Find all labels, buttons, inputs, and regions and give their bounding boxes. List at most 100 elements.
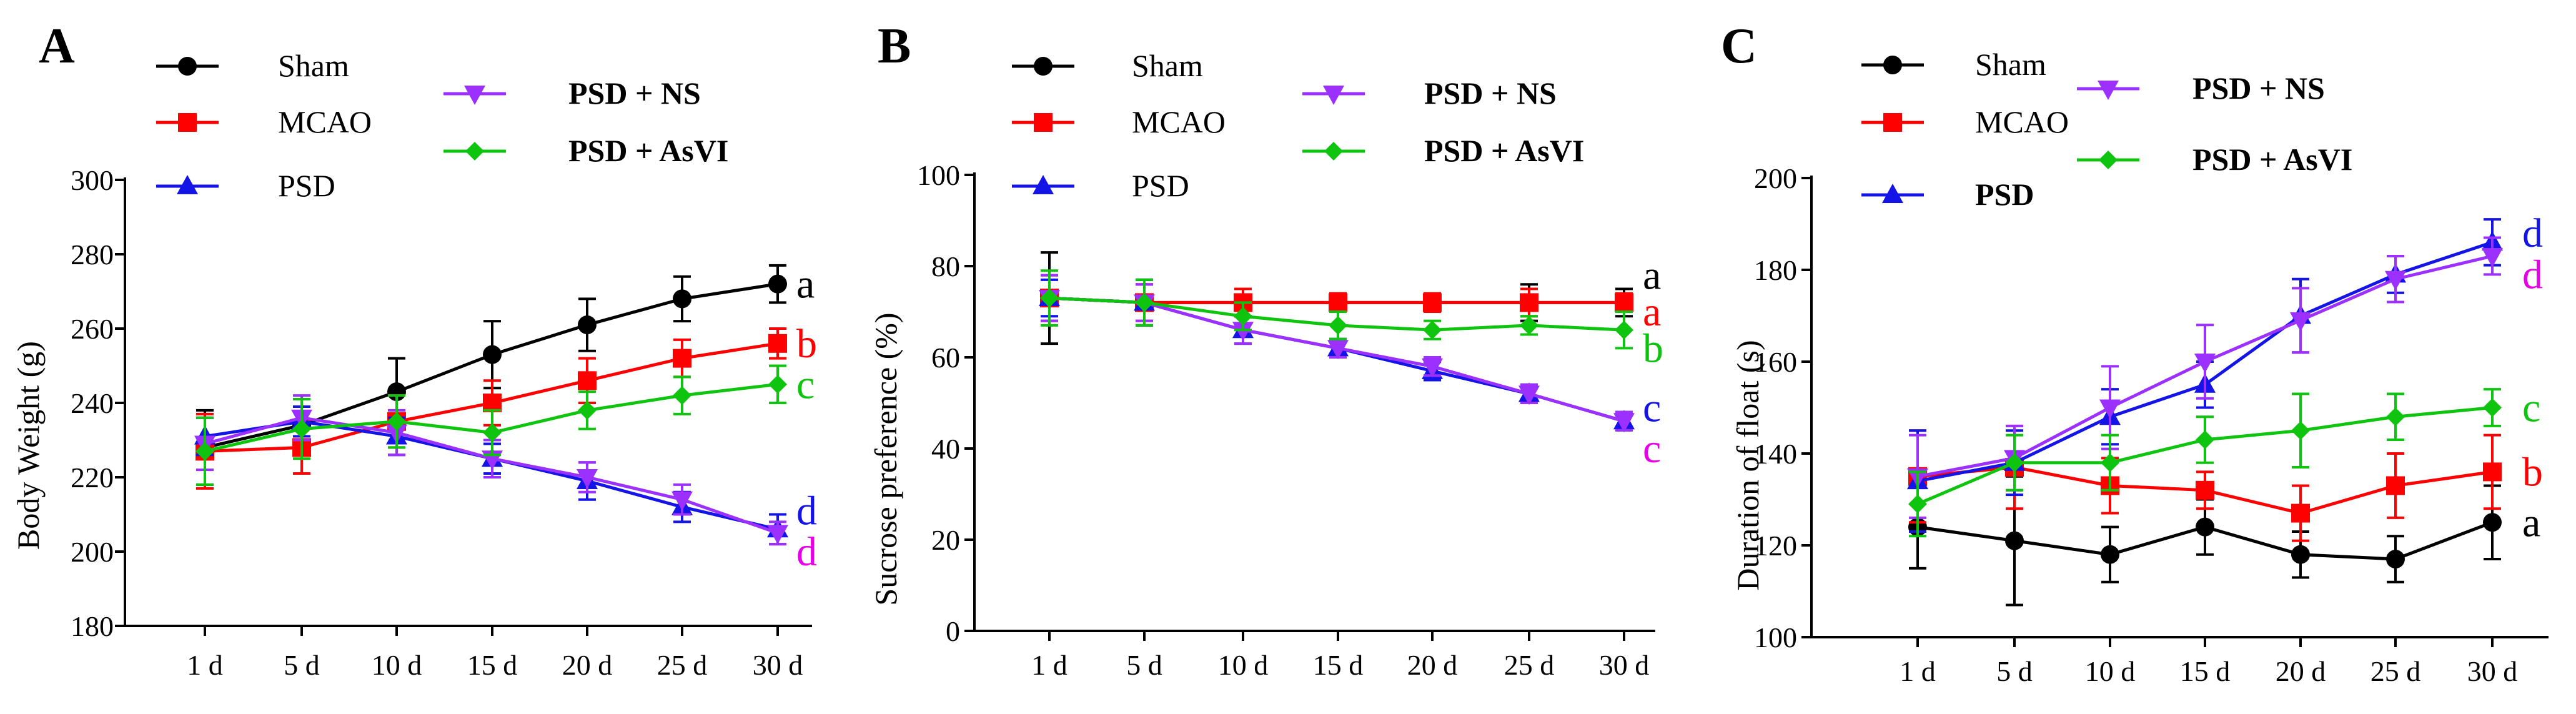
y-tick-label-b: 100 (917, 159, 960, 191)
legend-label-psd: PSD (278, 168, 335, 203)
y-tick-label-b: 60 (931, 342, 960, 374)
data-point-mcao-b (1329, 293, 1347, 312)
panel-c: C Duration of float (s) 100 120 140 160 180 2… (1721, 19, 2549, 687)
data-point-sham-a (768, 274, 787, 294)
legend-item-psd-asvi-b: PSD + AsVI (1302, 133, 1584, 168)
series-psd-asvi-b (1040, 269, 1633, 350)
significance-letter-magenta-a: d (796, 529, 817, 575)
significance-letter-red-b: a (1643, 289, 1661, 335)
y-tick-label-c: 140 (1754, 438, 1797, 470)
data-point-psd-asvi-c (2483, 398, 2502, 417)
panel-label-c: C (1721, 19, 1757, 74)
data-point-psd-ns-b (1327, 340, 1349, 360)
y-tick-label-a: 260 (71, 313, 114, 345)
data-point-psd-asvi-b (1234, 307, 1252, 326)
data-point-mcao-c (2196, 480, 2214, 500)
data-point-sham-c (2483, 513, 2502, 532)
series-psd-ns-c (1907, 236, 2503, 519)
data-point-psd-asvi-c (1908, 494, 1927, 513)
y-tick-label-c: 120 (1754, 530, 1797, 562)
y-tick-label-a: 240 (71, 387, 114, 419)
legend-marker-psd-ns (2098, 81, 2119, 100)
y-tick-label-c: 180 (1754, 254, 1797, 286)
y-axis-title-c: Duration of float (s) (1730, 340, 1765, 590)
legend-label-psd: PSD (1975, 177, 2034, 212)
legend-marker-mcao (1883, 113, 1902, 132)
significance-letter-red-a: b (796, 321, 817, 367)
x-tick-label-a: 25 d (657, 649, 708, 681)
legend-item-psd-ns-c: PSD + NS (2077, 71, 2325, 106)
legend-label-psd-asvi: PSD + AsVI (568, 133, 728, 168)
x-tick-label-b: 25 d (1504, 649, 1555, 681)
series-psd-asvi-c (1908, 388, 2502, 538)
significance-letter-green-a: c (796, 362, 815, 407)
data-point-psd-asvi-b (1423, 320, 1442, 340)
x-tick-label-c: 5 d (1996, 655, 2033, 687)
data-point-psd-asvi-a (483, 423, 502, 442)
data-point-psd-asvi-c (2386, 407, 2405, 427)
x-tick-label-c: 25 d (2370, 655, 2421, 687)
legend-marker-sham (1883, 56, 1902, 74)
legend-marker-sham (178, 57, 197, 76)
legend-marker-mcao (1034, 113, 1053, 132)
legend-label-psd-asvi: PSD + AsVI (2192, 142, 2352, 177)
significance-letters-a: abc dd (796, 262, 817, 575)
data-point-mcao-b (1423, 293, 1442, 312)
data-point-psd-ns-b (1518, 385, 1540, 405)
data-point-psd-asvi-c (2291, 421, 2310, 440)
data-point-psd-ns-a (577, 469, 598, 488)
y-tick-label-a: 220 (71, 462, 114, 493)
legend-label-psd-asvi: PSD + AsVI (1424, 133, 1584, 168)
data-point-psd-asvi-a (196, 442, 214, 461)
data-point-psd-ns-c (2482, 247, 2503, 267)
legend-b: Sham MCAO PSD PSD + NS PSD + AsVI (1012, 48, 1584, 203)
legend-marker-psd-asvi (1324, 142, 1343, 161)
y-tick-label-a: 180 (71, 610, 114, 642)
legend-item-psd-b: PSD (1012, 168, 1189, 203)
significance-letter-blue-c: d (2522, 211, 2543, 256)
x-tick-label-b: 30 d (1599, 649, 1650, 681)
panel-b: B Sucrose preference (%) 0 20 40 60 80 100 1 d… (868, 19, 1663, 681)
legend-label-mcao: MCAO (1975, 104, 2069, 139)
data-point-sham-c (2005, 531, 2024, 550)
significance-letters-c: dd cba (2522, 211, 2543, 545)
panel-a: A Body Weight (g) 1802002202402602803001… (11, 19, 817, 681)
x-tick-label-c: 20 d (2276, 655, 2326, 687)
x-tick-label-a: 30 d (753, 649, 803, 681)
y-axis-title-b: Sucrose preference (%) (868, 312, 903, 605)
significance-letter-magenta-c: d (2522, 252, 2543, 297)
y-tick-label-a: 200 (71, 536, 114, 568)
legend-item-mcao-b: MCAO (1012, 104, 1226, 139)
legend-label-psd-ns: PSD + NS (2192, 71, 2325, 106)
data-point-psd-asvi-c (2005, 453, 2024, 472)
panel-label-a: A (39, 19, 75, 74)
x-tick-label-a: 10 d (372, 649, 422, 681)
x-tick-label-a: 1 d (187, 649, 223, 681)
data-point-psd-asvi-a (292, 419, 311, 439)
legend-label-psd-ns: PSD + NS (568, 76, 701, 111)
y-tick-label-b: 20 (931, 524, 960, 556)
series-group-b (1039, 251, 1635, 433)
y-tick-label-a: 300 (71, 164, 114, 196)
x-tick-label-b: 1 d (1031, 649, 1068, 681)
x-tick-label-b: 20 d (1407, 649, 1458, 681)
significance-letter-black-b: a (1643, 253, 1661, 299)
data-point-psd-asvi-b (1615, 320, 1633, 340)
legend-marker-sham (1034, 57, 1053, 76)
data-point-sham-c (2386, 550, 2405, 569)
data-point-psd-asvi-b (1040, 289, 1059, 308)
x-tick-label-a: 5 d (284, 649, 320, 681)
legend-item-psd-a: PSD (156, 168, 335, 203)
data-point-psd-asvi-c (2196, 430, 2214, 449)
legend-marker-psd (1882, 184, 1903, 203)
legend-label-psd: PSD (1132, 168, 1189, 203)
x-tick-label-a: 15 d (467, 649, 518, 681)
data-point-mcao-b (1615, 293, 1633, 312)
significance-letter-green-c: c (2522, 385, 2540, 431)
legend-item-psd-ns-b: PSD + NS (1302, 76, 1557, 111)
y-tick-label-b: 80 (931, 250, 960, 282)
data-point-mcao-c (2483, 462, 2502, 482)
data-point-psd-ns-a (671, 491, 693, 511)
x-tick-label-b: 5 d (1126, 649, 1162, 681)
data-point-sham-c (2101, 545, 2119, 564)
